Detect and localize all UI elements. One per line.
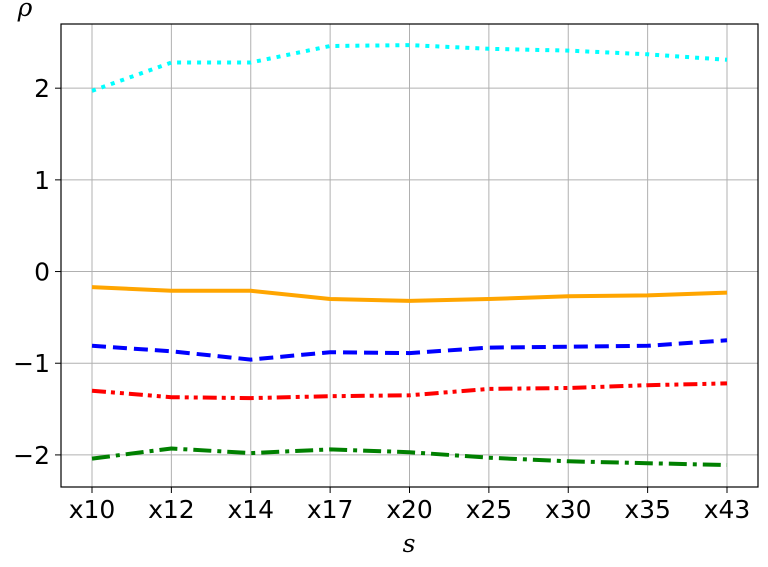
series-lines: [91, 43, 728, 467]
y-tick-label: 0: [34, 258, 50, 287]
x-tick-label: x10: [69, 495, 116, 524]
x-axis-label: s: [403, 529, 416, 558]
x-tick-label: x17: [307, 495, 354, 524]
series-line-2: [91, 338, 728, 362]
series-line-0: [91, 43, 728, 93]
y-tick-label: 2: [34, 74, 50, 103]
x-tick-label: x14: [227, 495, 274, 524]
series-line-1: [91, 285, 728, 303]
y-axis-label: ρ: [17, 0, 33, 22]
axis-ticks: x10 x12 x14 x17 x20 x25 x30 x35 x43 −2 −1 0 1 2: [13, 74, 750, 524]
grid-lines: [61, 24, 758, 487]
y-tick-label: −1: [13, 349, 50, 378]
x-tick-label: x20: [386, 495, 433, 524]
y-tick-label: 1: [34, 166, 50, 195]
series-line-4: [91, 446, 728, 467]
x-tick-label: x25: [466, 495, 513, 524]
x-tick-label: x43: [704, 495, 751, 524]
series-line-3: [91, 381, 728, 401]
x-tick-label: x30: [545, 495, 592, 524]
x-tick-label: x12: [148, 495, 195, 524]
y-tick-label: −2: [13, 441, 50, 470]
x-tick-label: x35: [624, 495, 671, 524]
